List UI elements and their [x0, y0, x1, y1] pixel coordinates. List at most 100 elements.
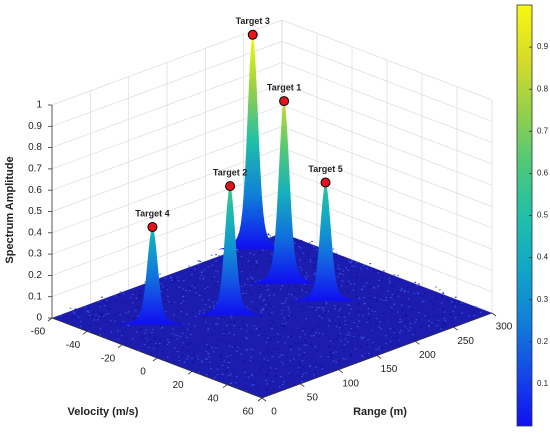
noise-speck — [421, 300, 423, 303]
noise-speck — [381, 346, 383, 349]
noise-speck — [311, 309, 313, 311]
noise-speck — [341, 313, 343, 316]
noise-speck — [393, 303, 396, 305]
noise-speck — [301, 252, 304, 254]
noise-speck — [122, 293, 125, 295]
noise-speck — [284, 300, 287, 302]
noise-speck — [211, 309, 214, 311]
noise-speck — [153, 337, 156, 339]
noise-speck — [213, 276, 216, 278]
noise-speck — [215, 347, 217, 349]
noise-speck — [80, 321, 82, 323]
noise-speck — [101, 312, 103, 315]
noise-speck — [333, 340, 335, 342]
noise-speck — [275, 368, 277, 370]
noise-speck — [419, 300, 422, 302]
noise-speck — [249, 268, 252, 270]
noise-speck — [338, 273, 341, 275]
noise-speck — [442, 322, 444, 324]
noise-speck — [390, 343, 392, 345]
noise-speck — [301, 289, 303, 291]
noise-speck — [266, 284, 269, 287]
noise-speck — [324, 335, 327, 337]
noise-speck — [338, 322, 340, 324]
noise-speck — [122, 321, 125, 323]
noise-speck — [315, 309, 317, 311]
noise-speck — [280, 330, 283, 332]
noise-speck — [418, 312, 420, 314]
noise-speck — [303, 344, 306, 346]
noise-speck — [117, 338, 120, 340]
noise-speck — [370, 347, 372, 349]
noise-speck — [219, 271, 222, 274]
noise-speck — [87, 316, 89, 318]
z-tick-label: 0.7 — [28, 164, 42, 175]
noise-speck — [350, 355, 353, 357]
noise-speck — [205, 343, 208, 346]
noise-speck — [305, 249, 308, 251]
noise-speck — [264, 304, 267, 306]
noise-speck — [194, 325, 196, 327]
noise-speck — [436, 324, 438, 327]
noise-speck — [394, 315, 396, 318]
noise-speck — [297, 365, 299, 368]
noise-speck — [181, 292, 184, 294]
noise-speck — [370, 329, 373, 331]
noise-speck — [337, 306, 340, 308]
noise-speck — [283, 326, 285, 328]
noise-speck — [237, 250, 239, 252]
noise-speck — [432, 308, 434, 311]
noise-speck — [375, 323, 377, 325]
noise-speck — [348, 260, 350, 262]
x-tick-label: 250 — [457, 336, 474, 347]
noise-speck — [451, 301, 453, 303]
noise-speck — [318, 344, 321, 346]
noise-speck — [131, 302, 134, 304]
noise-speck — [97, 304, 100, 306]
noise-speck — [235, 346, 238, 349]
noise-speck — [343, 344, 346, 346]
noise-speck — [363, 297, 365, 299]
noise-speck — [322, 309, 325, 312]
noise-speck — [338, 310, 341, 312]
noise-speck — [373, 273, 375, 275]
noise-speck — [229, 362, 231, 364]
noise-speck — [335, 252, 338, 254]
noise-speck — [321, 364, 323, 366]
noise-speck — [277, 341, 279, 343]
noise-speck — [281, 309, 284, 312]
noise-speck — [95, 316, 98, 319]
noise-speck — [435, 297, 437, 299]
noise-speck — [263, 283, 266, 286]
noise-speck — [293, 383, 296, 386]
noise-speck — [271, 253, 273, 255]
noise-speck — [96, 329, 98, 331]
noise-speck — [423, 296, 425, 298]
noise-speck — [231, 346, 234, 349]
noise-speck — [443, 318, 446, 320]
y-tick — [152, 357, 158, 362]
noise-speck — [473, 309, 475, 312]
noise-speck — [454, 306, 457, 308]
colorbar-tick-label: 0.5 — [537, 211, 549, 220]
x-tick — [415, 341, 420, 345]
noise-speck — [139, 294, 142, 296]
z-tick-label: 0.9 — [28, 121, 42, 132]
noise-speck — [257, 292, 259, 294]
noise-speck — [300, 342, 303, 344]
noise-speck — [328, 323, 331, 326]
noise-speck — [428, 320, 430, 322]
noise-speck — [400, 287, 403, 290]
noise-speck — [287, 336, 290, 338]
noise-speck — [175, 274, 178, 276]
noise-speck — [211, 321, 214, 323]
noise-speck — [240, 285, 243, 287]
noise-speck — [244, 330, 246, 333]
noise-speck — [371, 310, 373, 312]
noise-speck — [433, 315, 436, 317]
noise-speck — [368, 297, 371, 299]
noise-speck — [249, 348, 252, 350]
noise-speck — [420, 325, 423, 327]
noise-speck — [268, 302, 270, 304]
noise-speck — [273, 360, 275, 362]
